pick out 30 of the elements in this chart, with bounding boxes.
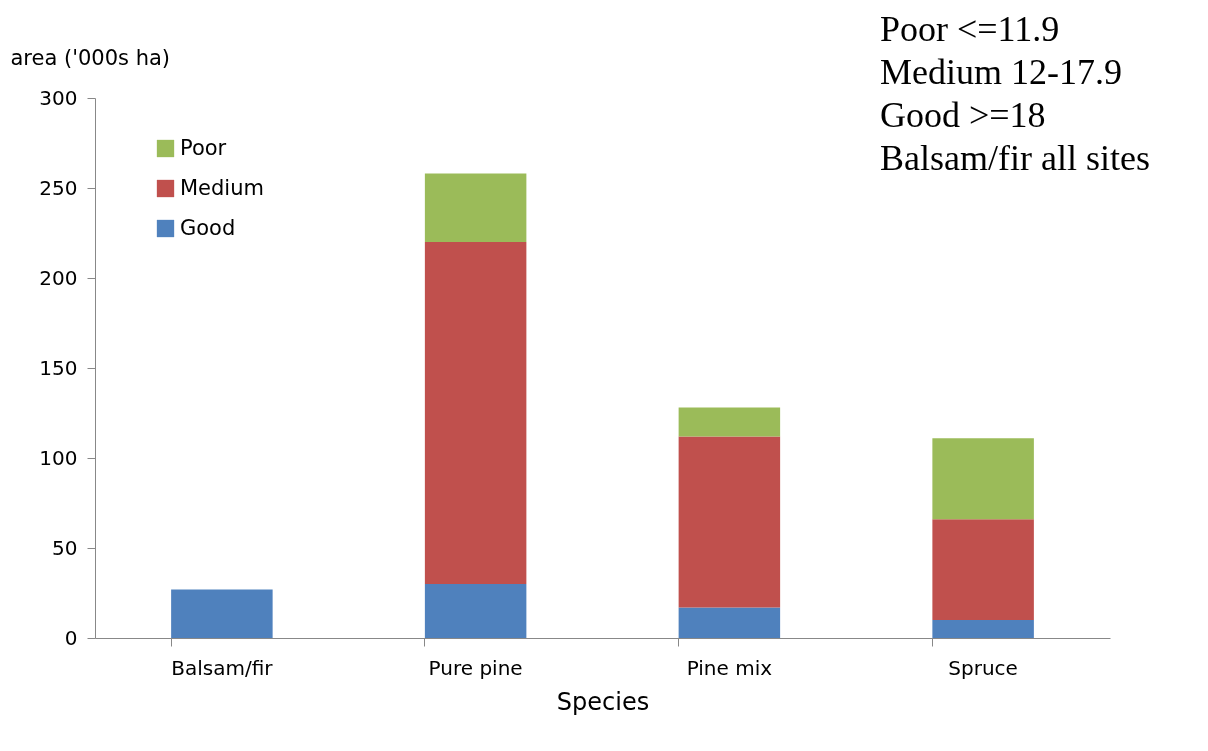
y-tick-label: 100 <box>39 445 78 470</box>
y-tick-label: 50 <box>52 535 78 560</box>
text: Medium 12-17.9 <box>880 51 1123 94</box>
y-tick-label: 300 <box>39 85 78 110</box>
y-axis-title: area ('000s ha) <box>10 45 171 70</box>
annotation: Balsam/fir all sites <box>880 137 1150 180</box>
y-tick-label: 0 <box>64 625 78 650</box>
legend-label: Medium <box>180 175 264 200</box>
y-tick-label: 200 <box>39 265 78 290</box>
bar <box>932 438 1034 520</box>
legend-label: Good <box>180 215 236 240</box>
x-tick-label: Pine mix <box>686 655 773 680</box>
bar <box>171 589 273 638</box>
bar <box>932 519 1034 620</box>
x-tick-label: Balsam/fir <box>171 655 274 680</box>
bar <box>424 173 527 242</box>
text: Poor <=11.9 <box>880 8 1061 51</box>
bar <box>678 407 781 437</box>
bar <box>678 607 781 638</box>
legend-label: Poor <box>180 135 227 160</box>
bar <box>678 436 781 608</box>
y-tick-label: 250 <box>39 175 78 200</box>
x-axis-title: Species <box>556 687 650 716</box>
x-tick-label: Pure pine <box>428 655 523 680</box>
x-tick-label: Spruce <box>948 655 1018 680</box>
annotation: Good >=18 <box>880 94 1047 137</box>
bar <box>932 620 1034 638</box>
bar <box>424 584 527 638</box>
y-tick-label: 150 <box>39 355 78 380</box>
bar <box>424 242 527 584</box>
